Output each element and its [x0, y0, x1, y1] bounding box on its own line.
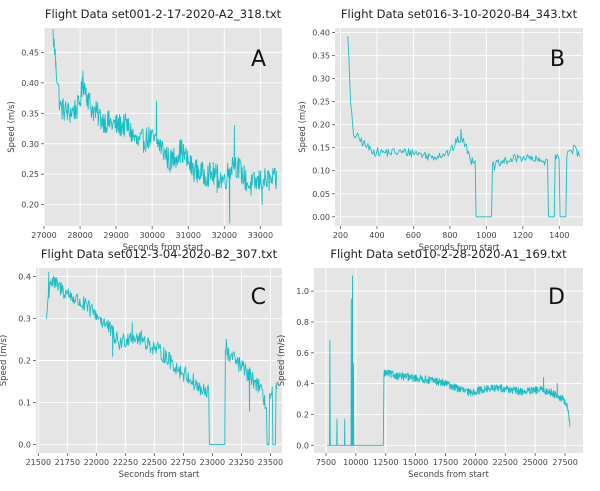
chart-panel: 7500 10000 12500 15000 17500 20000 22500 25000 2…: [277, 247, 583, 480]
y-tick-label: 0.20: [312, 121, 330, 130]
x-axis-label: Seconds from start: [419, 243, 500, 253]
x-tick-label: 30000: [139, 231, 164, 240]
y-tick-label: 0.2: [296, 410, 309, 419]
panel-letter: A: [251, 47, 266, 72]
y-tick-label: 0.6: [296, 349, 309, 358]
y-tick-label: 0.30: [312, 75, 330, 84]
y-tick-label: 0.4: [18, 272, 31, 281]
y-tick-label: 0.0: [18, 441, 31, 450]
x-tick-label: 32000: [212, 231, 237, 240]
y-tick-label: 0.4: [296, 380, 309, 389]
y-tick-label: 0.00: [312, 213, 330, 222]
x-tick-label: 27000: [31, 231, 56, 240]
x-tick-label: 15000: [403, 458, 428, 467]
y-tick-label: 0.30: [21, 140, 39, 149]
speed-series-line: [45, 271, 278, 446]
x-tick-label: 25000: [522, 458, 547, 467]
y-tick-label: 0.2: [18, 357, 31, 366]
y-tick-label: 0.10: [312, 167, 330, 176]
x-tick-label: 31000: [176, 231, 201, 240]
x-tick-label: 800: [442, 231, 457, 240]
x-tick-label: 7500: [316, 458, 336, 467]
y-axis-label: Speed (m/s): [298, 101, 308, 153]
x-tick-label: 23500: [258, 458, 283, 467]
x-tick-label: 22750: [171, 458, 196, 467]
chart-title: Flight Data set001-2-17-2020-A2_318.txt: [45, 7, 282, 21]
y-tick-label: 0.45: [21, 48, 39, 57]
x-tick-label: 1400: [549, 231, 569, 240]
speed-series-line: [52, 28, 278, 224]
y-tick-label: 0.35: [312, 52, 330, 61]
x-tick-label: 1000: [476, 231, 496, 240]
y-tick-label: 0.1: [18, 399, 31, 408]
chart-panel: 200 400 600 800 1000 1200 1400 0.00 0.05 0.10 0.15…: [298, 7, 583, 253]
chart-title: Flight Data set012-3-04-2020-B2_307.txt: [41, 247, 278, 261]
x-tick-label: 17500: [433, 458, 458, 467]
x-tick-label: 33000: [248, 231, 273, 240]
x-axis-label: Seconds from start: [119, 470, 200, 480]
y-tick-label: 0.3: [18, 314, 31, 323]
x-tick-label: 600: [406, 231, 421, 240]
y-tick-label: 0.25: [21, 170, 39, 179]
x-tick-label: 21750: [55, 458, 80, 467]
panel-letter: C: [251, 285, 266, 310]
x-tick-label: 22000: [84, 458, 109, 467]
x-tick-label: 22500: [142, 458, 167, 467]
x-tick-label: 28000: [67, 231, 92, 240]
x-tick-label: 23250: [229, 458, 254, 467]
x-tick-label: 21500: [26, 458, 51, 467]
panel-letter: D: [548, 285, 565, 310]
panel-letter: B: [550, 47, 565, 72]
x-tick-label: 1200: [513, 231, 533, 240]
speed-series-line: [327, 275, 571, 446]
speed-series-line: [347, 36, 580, 218]
y-axis-label: Speed (m/s): [277, 335, 287, 387]
x-tick-label: 200: [333, 231, 348, 240]
x-tick-label: 12500: [373, 458, 398, 467]
y-axis-label: Speed (m/s): [7, 101, 17, 153]
y-tick-label: 0.0: [296, 441, 309, 450]
y-tick-label: 0.15: [312, 144, 330, 153]
y-tick-label: 0.05: [312, 190, 330, 199]
x-tick-label: 29000: [103, 231, 128, 240]
plot-area: [314, 268, 583, 453]
y-tick-label: 0.40: [21, 79, 39, 88]
x-tick-label: 27500: [552, 458, 577, 467]
y-tick-label: 1.0: [296, 287, 309, 296]
y-tick-label: 0.35: [21, 109, 39, 118]
y-tick-label: 0.25: [312, 98, 330, 107]
chart-title: Flight Data set016-3-10-2020-B4_343.txt: [341, 7, 578, 21]
plot-area: [335, 28, 583, 226]
x-axis-label: Seconds from start: [408, 470, 489, 480]
x-tick-label: 400: [369, 231, 384, 240]
x-tick-label: 20000: [463, 458, 488, 467]
chart-panel: 27000 28000 29000 30000 31000 32000 33000 0.20 0…: [7, 7, 282, 253]
x-tick-label: 22500: [493, 458, 518, 467]
x-tick-label: 22250: [113, 458, 138, 467]
y-axis-label: Speed (m/s): [0, 335, 9, 387]
y-tick-label: 0.8: [296, 318, 309, 327]
x-tick-label: 10000: [343, 458, 368, 467]
y-tick-label: 0.20: [21, 201, 39, 210]
chart-panel: 21500 21750 22000 22250 22500 22750 23000 23250…: [0, 247, 283, 480]
x-axis-label: Seconds from start: [123, 243, 204, 253]
chart-title: Flight Data set010-2-28-2020-A1_169.txt: [330, 247, 567, 261]
y-tick-label: 0.40: [312, 29, 330, 38]
x-tick-label: 23000: [200, 458, 225, 467]
plot-area: [44, 28, 282, 226]
